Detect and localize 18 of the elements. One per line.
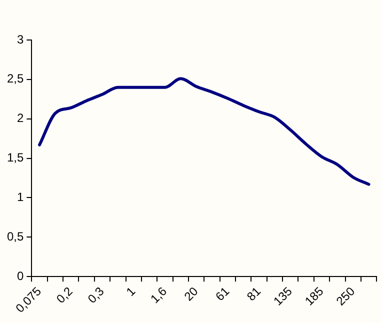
- x-tick-label: 20: [181, 284, 201, 304]
- line-series: [38, 77, 370, 186]
- x-tick-label: 135: [270, 284, 296, 308]
- x-tick-label: 185: [302, 284, 326, 308]
- x-tick-label: 1,6: [148, 284, 170, 306]
- x-tick-label: 250: [333, 284, 358, 308]
- x-tick-label: 1: [123, 284, 138, 299]
- x-tick-label: 81: [244, 284, 264, 304]
- y-tick-label: 2: [16, 111, 24, 126]
- y-tick-label: 1,5: [6, 150, 24, 165]
- x-tick-label: 0,3: [85, 284, 107, 306]
- y-tick-label: 3: [16, 32, 24, 46]
- y-tick-label: 0,5: [6, 229, 24, 244]
- y-tick-label: 1: [16, 190, 24, 204]
- x-tick-label: 61: [212, 284, 232, 304]
- y-tick-label: 0: [16, 268, 24, 283]
- x-tick-label: 0,2: [54, 284, 76, 306]
- y-tick-label: 2,5: [6, 72, 24, 86]
